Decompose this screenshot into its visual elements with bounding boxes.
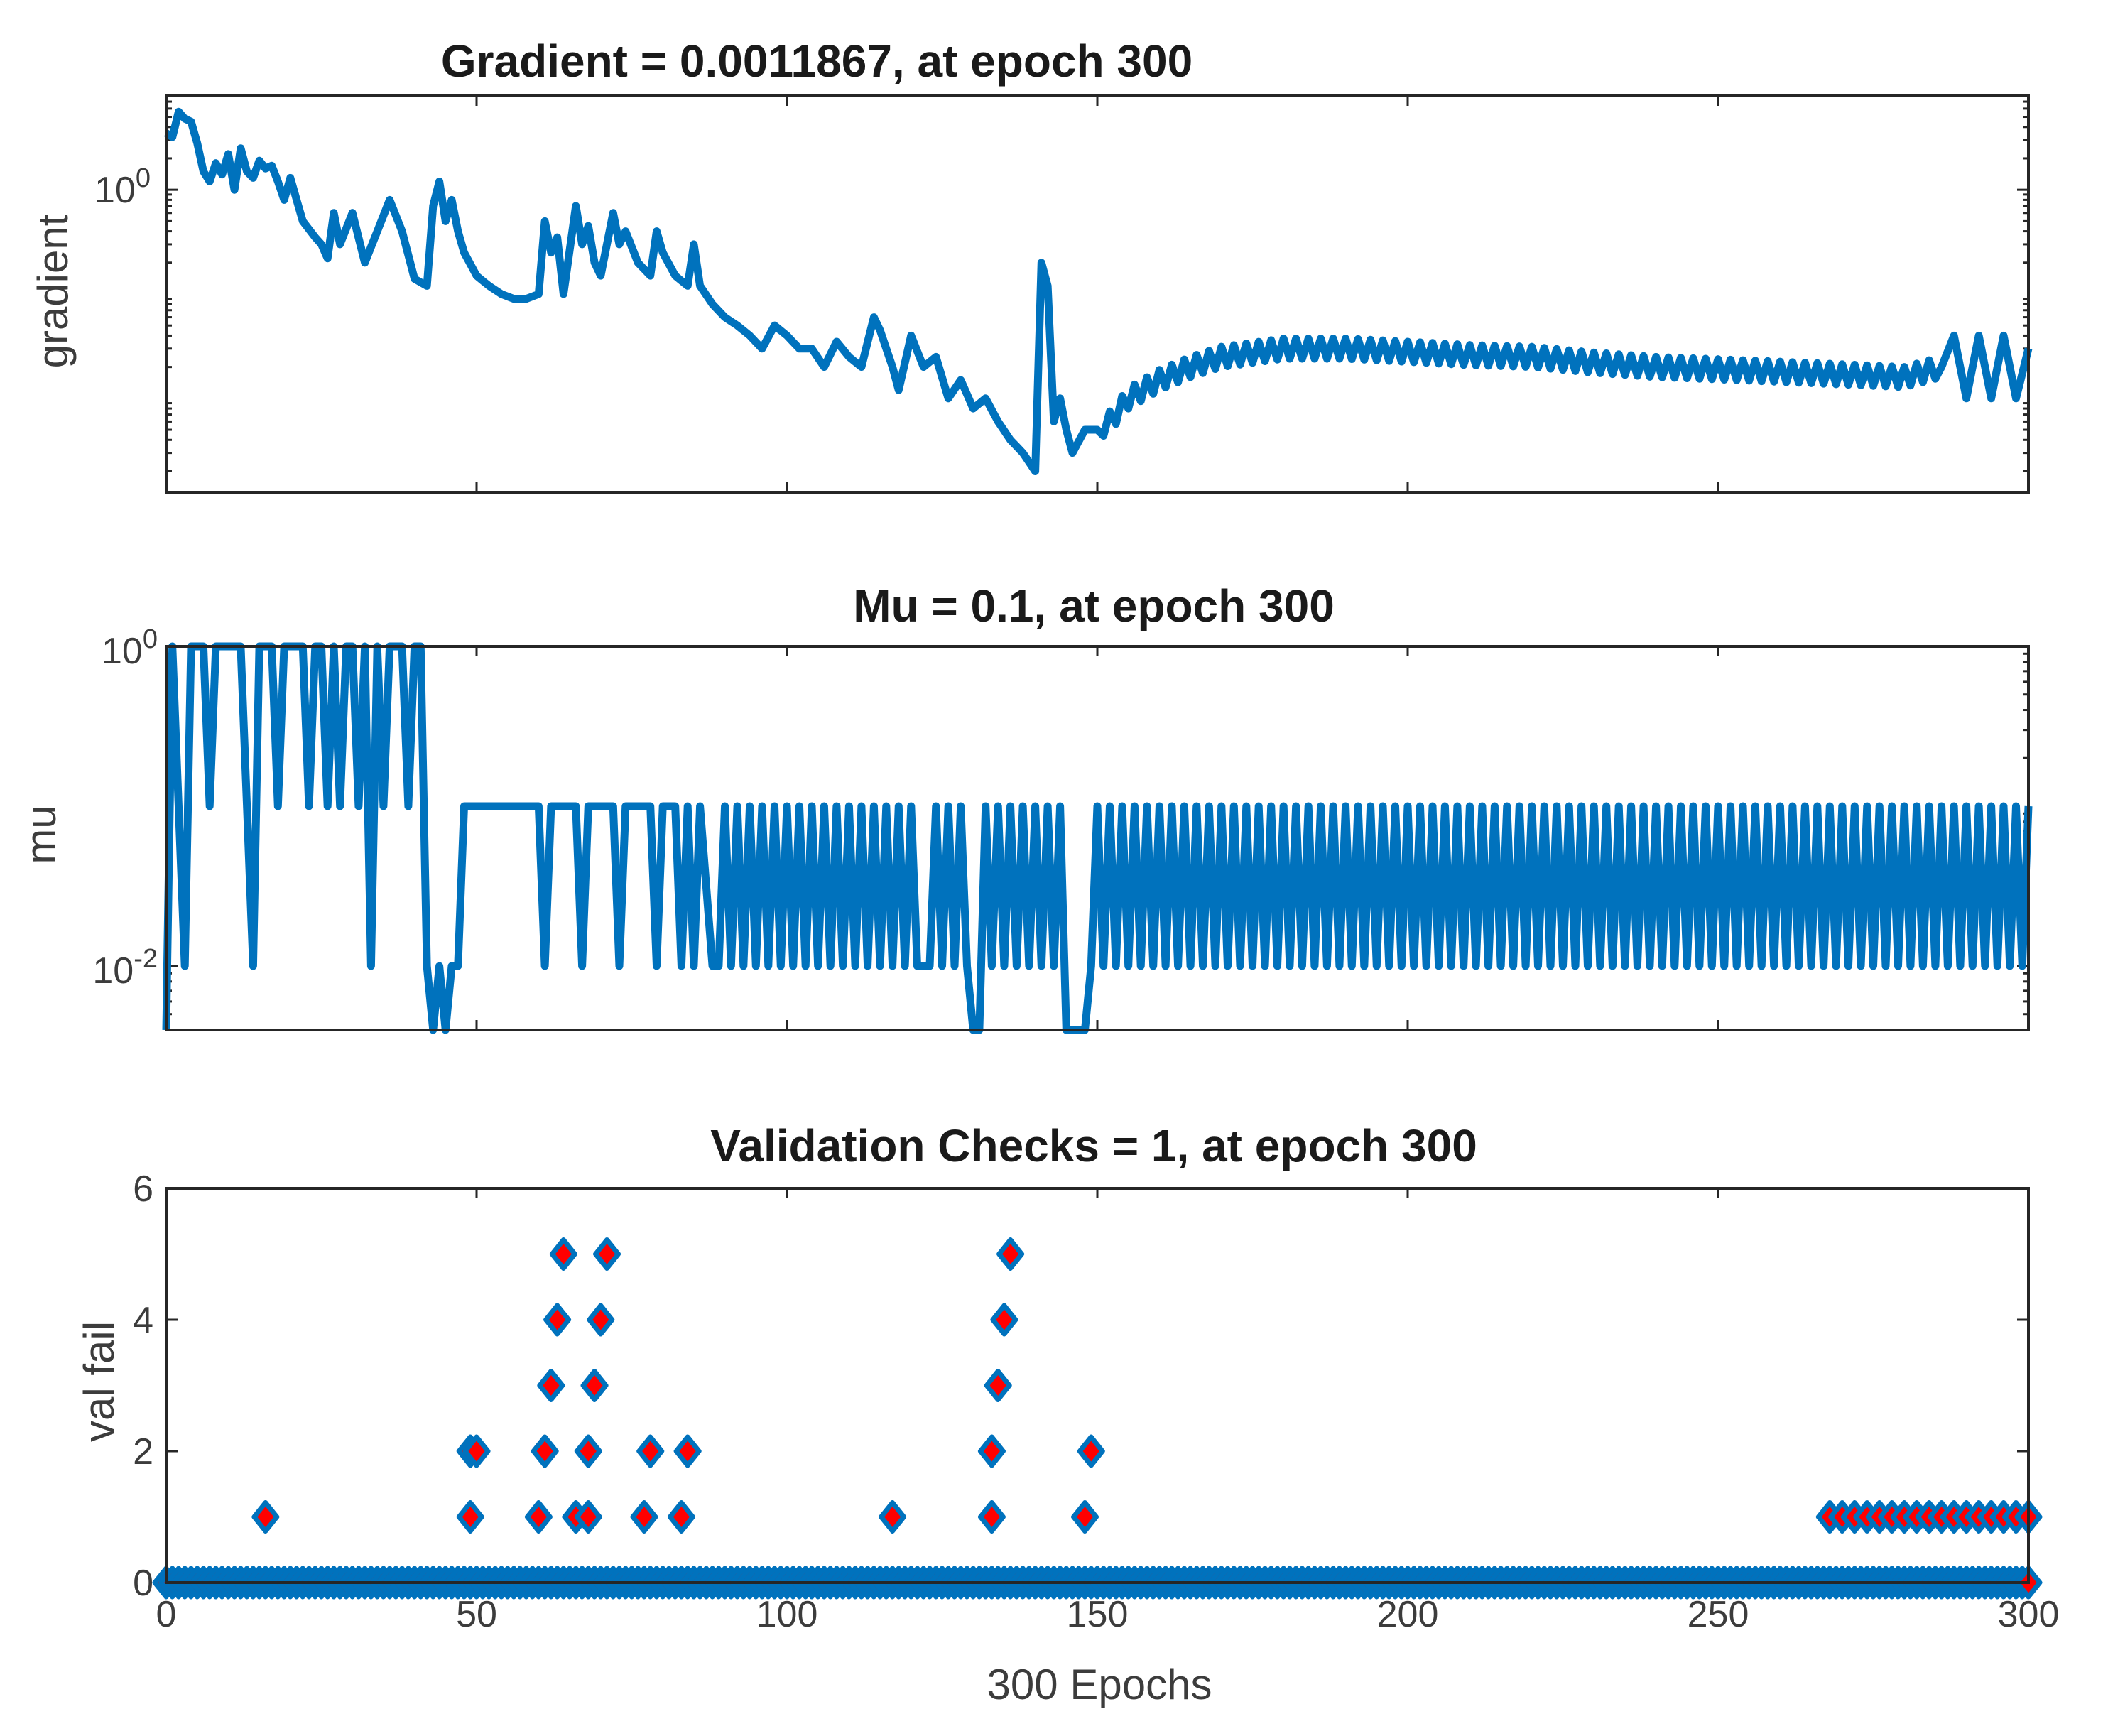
mu-line xyxy=(162,642,2033,1034)
val-fail-marker xyxy=(667,1500,695,1534)
x-tick-label: 250 xyxy=(1688,1594,1749,1635)
y-tick-label: 10-2 xyxy=(92,944,158,992)
mu-panel: Mu = 0.1, at epoch 300 mu 100 10-2 xyxy=(17,580,2033,1034)
x-tick-label: 0 xyxy=(156,1594,177,1635)
y-tick-label: 2 xyxy=(133,1431,153,1472)
y-tick-label: 100 xyxy=(102,624,158,672)
val-fail-marker xyxy=(531,1434,559,1468)
x-tick-label: 150 xyxy=(1067,1594,1129,1635)
valfail-xlabel: 300 Epochs xyxy=(987,1661,1212,1708)
val-fail-marker xyxy=(574,1500,602,1534)
valfail-axes-frame xyxy=(165,1187,2030,1584)
gradient-ticks: 100 xyxy=(94,96,2030,492)
val-fail-marker xyxy=(580,1369,609,1402)
val-fail-marker xyxy=(630,1500,658,1534)
val-fail-marker xyxy=(990,1303,1018,1337)
x-tick-label: 50 xyxy=(456,1594,497,1635)
gradient-title: Gradient = 0.0011867, at epoch 300 xyxy=(441,36,1192,87)
val-fail-marker xyxy=(1071,1500,1099,1534)
val-fail-marker xyxy=(574,1434,602,1468)
val-fail-marker xyxy=(636,1434,665,1468)
valfail-ylabel: val fail xyxy=(75,1321,123,1442)
y-tick-label: 0 xyxy=(133,1563,153,1604)
mu-axes-frame xyxy=(165,645,2030,1031)
valfail-title: Validation Checks = 1, at epoch 300 xyxy=(710,1120,1477,1171)
x-tick-label: 200 xyxy=(1377,1594,1439,1635)
valfail-ticks: 0 50 100 150 200 250 300 0 2 4 6 xyxy=(133,1168,2059,1635)
valfail-markers xyxy=(152,1237,2043,1600)
val-fail-marker xyxy=(549,1237,577,1271)
val-fail-marker xyxy=(524,1500,553,1534)
val-fail-marker xyxy=(543,1303,572,1337)
val-fail-marker xyxy=(537,1369,565,1402)
val-fail-marker xyxy=(593,1237,621,1271)
y-tick-label: 4 xyxy=(133,1300,153,1341)
y-tick-label: 6 xyxy=(133,1168,153,1210)
gradient-ylabel: gradient xyxy=(29,214,77,368)
val-fail-marker xyxy=(462,1434,491,1468)
mu-series xyxy=(162,642,2033,1034)
x-tick-label: 100 xyxy=(756,1594,818,1635)
val-fail-marker xyxy=(456,1500,484,1534)
y-tick-label: 100 xyxy=(94,163,151,211)
val-fail-marker xyxy=(587,1303,615,1337)
val-fail-marker xyxy=(879,1500,907,1534)
val-fail-marker xyxy=(984,1369,1012,1402)
x-tick-label: 300 xyxy=(1998,1594,2060,1635)
val-fail-marker xyxy=(251,1500,280,1534)
val-fail-marker xyxy=(1077,1434,1105,1468)
gradient-axes-frame xyxy=(165,94,2030,494)
val-fail-marker xyxy=(977,1434,1006,1468)
mu-ylabel: mu xyxy=(17,805,65,864)
gradient-panel: Gradient = 0.0011867, at epoch 300 gradi… xyxy=(29,36,2033,494)
gradient-series xyxy=(163,107,2033,475)
val-fail-marker xyxy=(977,1500,1006,1534)
mu-title: Mu = 0.1, at epoch 300 xyxy=(853,580,1335,631)
val-fail-marker xyxy=(673,1434,702,1468)
valfail-panel: Validation Checks = 1, at epoch 300 val … xyxy=(75,1120,2059,1708)
gradient-line xyxy=(163,107,2033,475)
val-fail-marker xyxy=(996,1237,1025,1271)
